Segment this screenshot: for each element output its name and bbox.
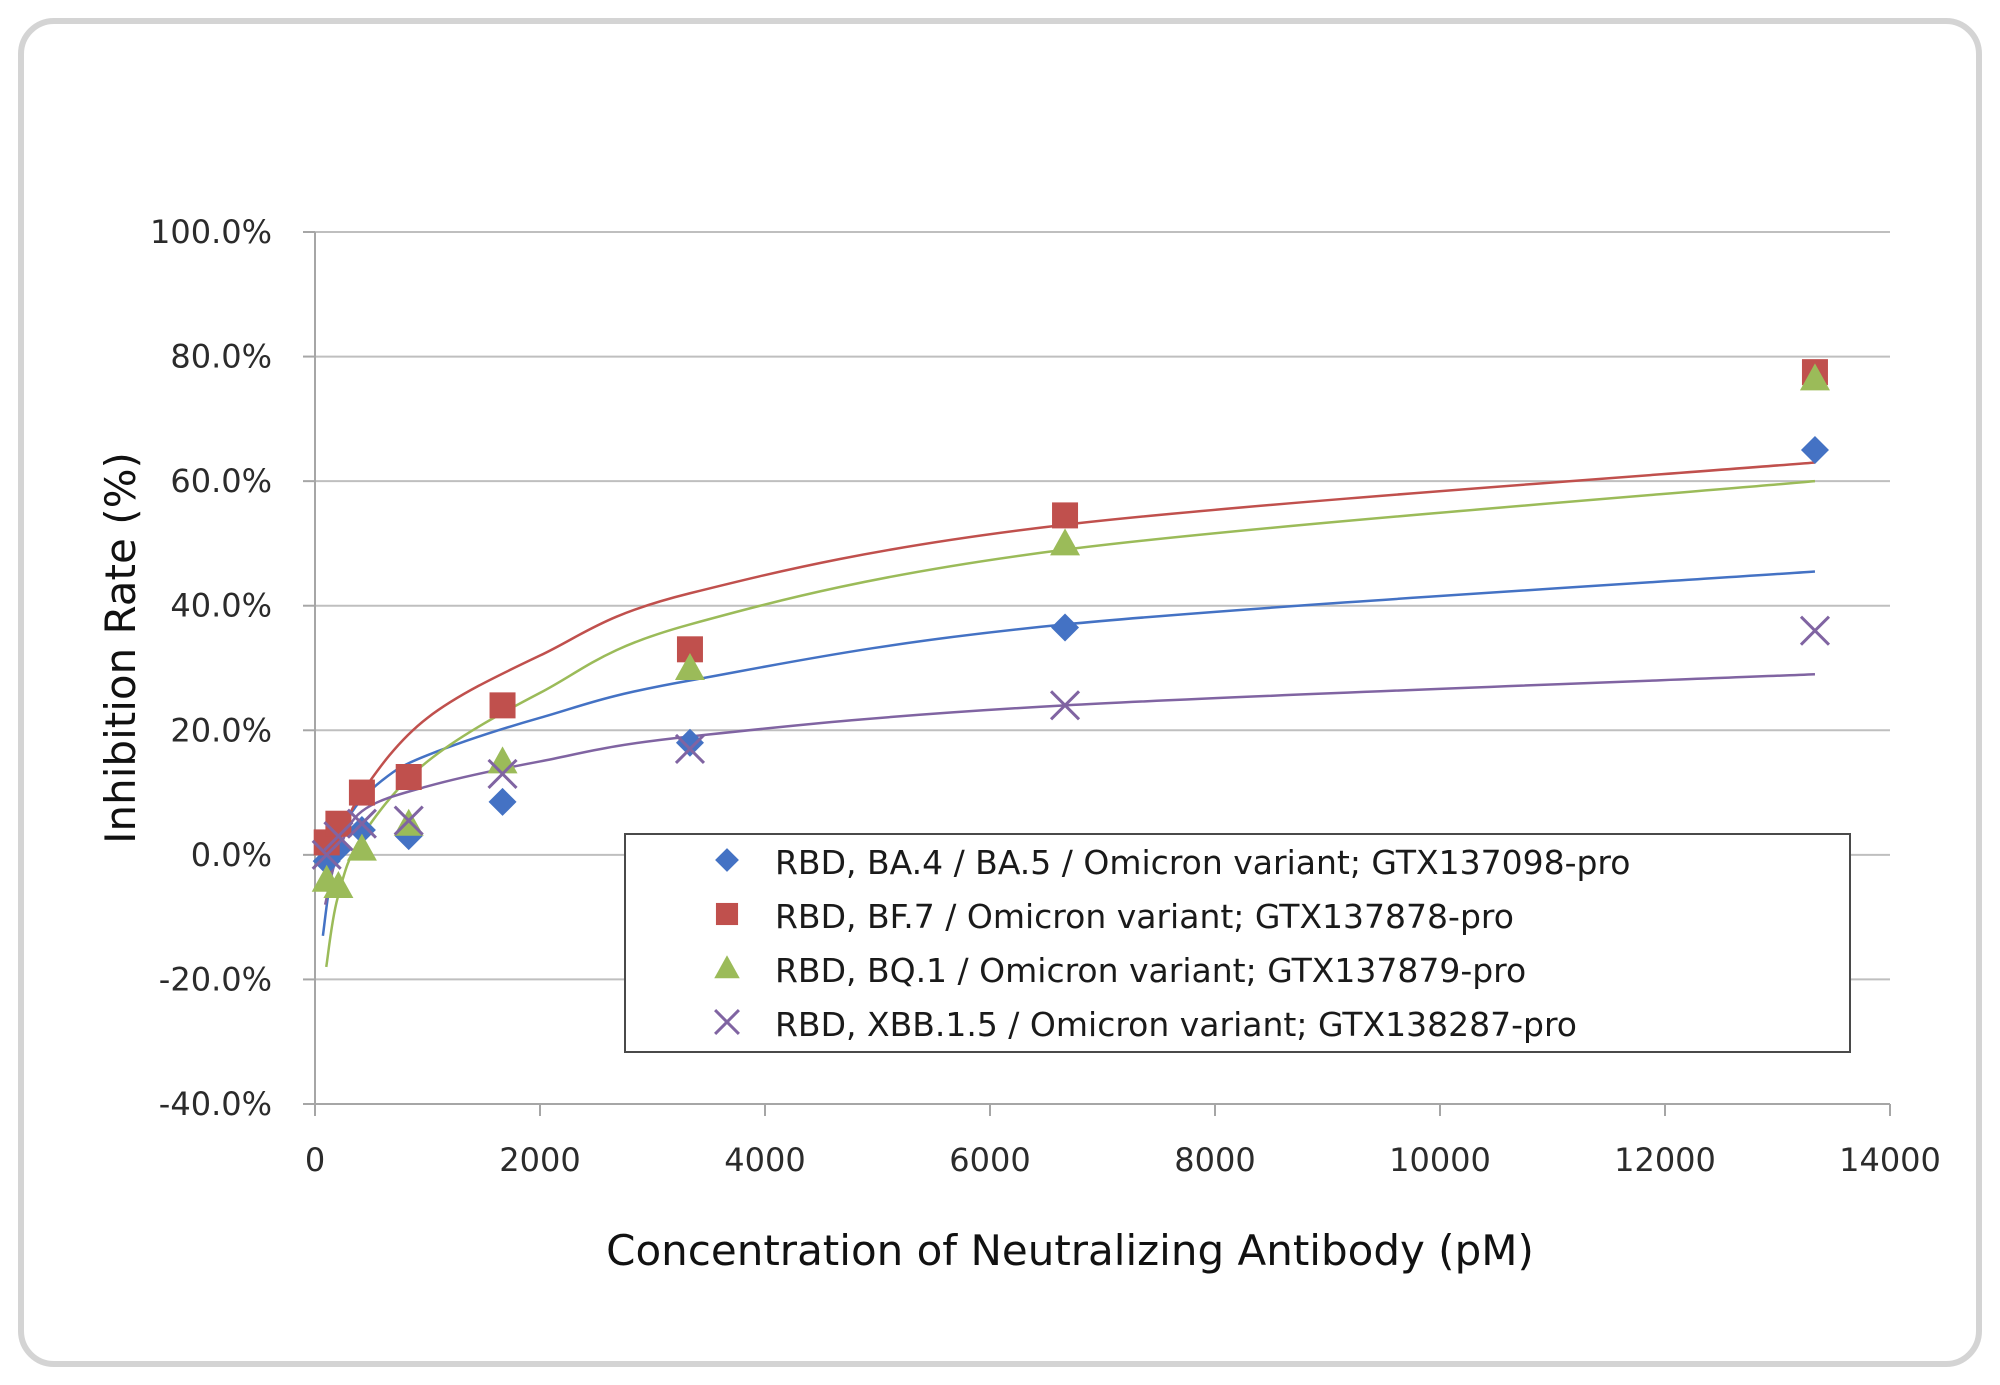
y-tick-labels: 100.0% 80.0% 60.0% 40.0% 20.0% 0.0% -20.0% -40.… — [150, 213, 272, 1123]
legend-marker — [715, 848, 739, 872]
x-tick-label: 8000 — [1174, 1141, 1255, 1179]
y-tick-label: 60.0% — [170, 462, 272, 500]
marker-stroke — [674, 733, 706, 765]
marker-stroke — [323, 821, 354, 852]
data-point — [348, 779, 375, 806]
legend: RBD, BA.4 / BA.5 / Omicron variant; GTX1… — [624, 833, 1851, 1053]
data-point — [325, 810, 352, 837]
data-point — [1052, 502, 1079, 529]
x-tick-label: 0 — [305, 1141, 325, 1179]
legend-label: RBD, BQ.1 / Omicron variant; GTX137879-p… — [775, 951, 1526, 990]
data-point — [1051, 613, 1080, 642]
y-tick-label: 100.0% — [150, 213, 272, 251]
legend-marker — [714, 955, 740, 979]
chart-card — [18, 18, 1982, 1367]
x-tick-label: 14000 — [1839, 1141, 1941, 1179]
data-point — [674, 733, 706, 765]
legend-marker — [714, 1009, 740, 1035]
data-point — [311, 839, 342, 870]
legend-label: RBD, BF.7 / Omicron variant; GTX137878-p… — [775, 897, 1514, 936]
marker-stroke — [1799, 615, 1831, 646]
y-tick-label: 0.0% — [191, 836, 272, 874]
trendline-4 — [323, 672, 1816, 905]
x-tick-label: 10000 — [1389, 1141, 1491, 1179]
legend-box — [624, 833, 1851, 1053]
legend-label: RBD, XBB.1.5 / Omicron variant; GTX13828… — [775, 1005, 1577, 1044]
data-point — [487, 746, 518, 774]
y-tick-label: 20.0% — [170, 711, 272, 749]
marker-stroke — [311, 839, 342, 870]
data-point — [674, 653, 705, 680]
data-point — [323, 871, 354, 898]
y-axis-title: Inhibition Rate (%) — [96, 452, 145, 844]
y-tick-label: -20.0% — [159, 960, 272, 998]
data-point — [395, 764, 422, 790]
data-point — [346, 808, 377, 839]
legend-label: RBD, BA.4 / BA.5 / Omicron variant; GTX1… — [775, 843, 1630, 882]
data-point — [1799, 363, 1830, 391]
x-tick-label: 12000 — [1614, 1141, 1716, 1179]
marker-stroke — [346, 808, 377, 839]
axes — [314, 232, 1890, 1105]
data-point — [1799, 615, 1831, 646]
data-point — [347, 815, 376, 844]
x-tick-label: 4000 — [724, 1141, 805, 1179]
marker-stroke — [714, 1009, 740, 1035]
x-axis-title: Concentration of Neutralizing Antibody (… — [606, 1226, 1534, 1275]
data-point — [489, 692, 516, 719]
marker-stroke — [1049, 690, 1081, 721]
data-points — [311, 359, 1831, 898]
x-tick-labels: 0 2000 4000 6000 8000 10000 12000 14000 — [305, 1141, 1941, 1179]
y-tick-label: 80.0% — [170, 338, 272, 376]
data-point — [1049, 690, 1081, 721]
x-tick-label: 6000 — [949, 1141, 1030, 1179]
data-point — [675, 728, 704, 757]
data-point — [1800, 436, 1829, 464]
data-point — [393, 805, 424, 836]
data-point — [1050, 528, 1081, 556]
marker-stroke — [487, 758, 518, 789]
x-tick-label: 2000 — [499, 1141, 580, 1179]
legend-marker — [715, 902, 739, 926]
marker-stroke — [393, 805, 424, 836]
data-point — [487, 758, 518, 789]
data-point — [488, 787, 517, 816]
data-point — [346, 833, 377, 861]
y-tick-label: 40.0% — [170, 587, 272, 625]
y-tick-label: -40.0% — [159, 1085, 272, 1123]
gridlines — [303, 231, 1891, 1116]
data-point — [323, 821, 354, 852]
